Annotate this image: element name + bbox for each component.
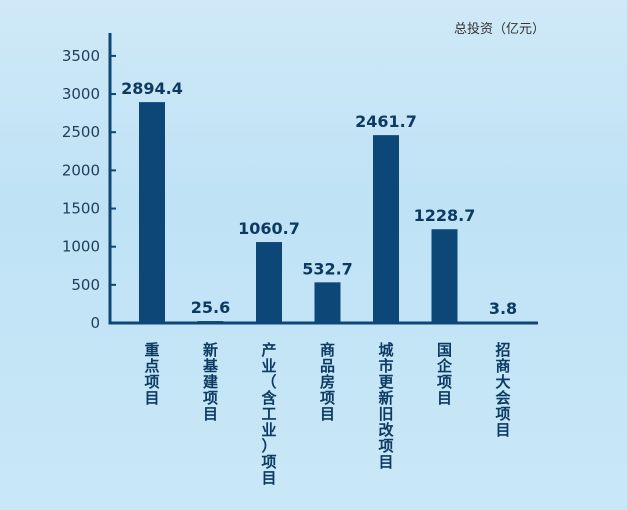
data-label: 2461.7 [355,112,417,131]
data-label: 1228.7 [414,206,476,225]
bar [256,242,282,323]
bar [431,229,458,323]
y-tick-label: 3500 [62,47,100,65]
bar [314,282,341,323]
bars [139,102,516,324]
category-label: 商品房项目 [320,341,335,423]
bar [197,321,224,323]
y-tick-label: 3000 [62,85,100,103]
category-label: 重点项目 [144,341,159,407]
data-label: 1060.7 [238,219,300,238]
unit-label: 总投资（亿元） [454,21,545,37]
y-tick-label: 2500 [62,123,100,141]
bar [373,135,399,323]
y-tick-label: 500 [71,276,100,294]
category-label: 新基建项目 [202,341,219,423]
y-tick-label: 2000 [62,161,100,179]
axes: 0 500 1000 1500 2000 2500 3000 3500 [62,33,538,332]
data-label: 2894.4 [121,79,183,98]
category-label: 产业（含工业）项目 [261,341,277,487]
data-label: 3.8 [489,299,517,318]
y-tick-label: 1000 [62,238,100,256]
data-label: 25.6 [191,298,230,317]
bar [139,102,165,324]
category-label: 招商大会项目 [495,341,510,439]
data-label: 532.7 [302,259,353,278]
data-labels: 2894.4 25.6 1060.7 532.7 2461.7 1228.7 3.8 [121,79,517,318]
y-tick-label: 0 [90,314,100,332]
bar [490,322,516,323]
category-labels: 重点项目 新基建项目 产业（含工业）项目 商品房项目 城市更新旧改项目 国企项目 招商大会项… [144,341,510,487]
y-tick-label: 1500 [62,200,100,218]
category-label: 城市更新旧改项目 [378,341,394,471]
category-label: 国企项目 [436,341,453,407]
